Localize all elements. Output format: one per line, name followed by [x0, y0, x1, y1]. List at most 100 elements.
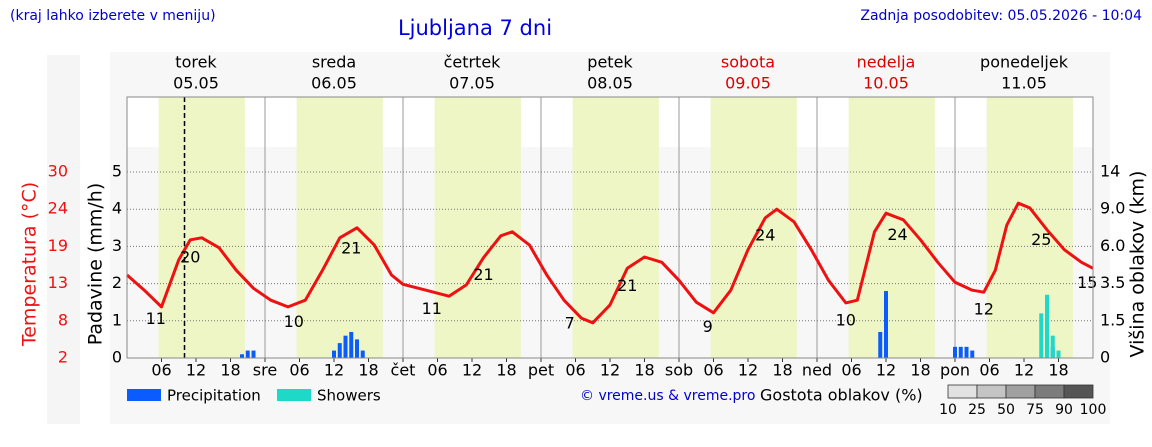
note: (kraj lahko izberete v meniju) — [10, 8, 216, 24]
x-tick-label: sre — [253, 361, 277, 380]
precip-bar — [1056, 350, 1061, 358]
x-tick-label: 12 — [462, 361, 482, 380]
y-tick-label: 4 — [112, 199, 122, 218]
x-tick-label: 12 — [738, 361, 758, 380]
daylight — [296, 97, 383, 358]
x-tick-label: 18 — [358, 361, 378, 380]
temperature-line — [126, 201, 1094, 325]
y2-tick-label: 6.0 — [1100, 236, 1125, 255]
temp-tick-label: 8 — [58, 310, 68, 329]
temp-annotation: 10 — [836, 310, 856, 329]
y2-tick-label: 0 — [1100, 348, 1110, 367]
cloud-scale-box — [976, 384, 1007, 399]
plot-frame — [126, 96, 1094, 359]
x-tick-label: 12 — [876, 361, 896, 380]
temp-annotation: 25 — [1031, 230, 1051, 249]
day-date: 11.05 — [1001, 74, 1047, 93]
day-name: nedelja — [857, 53, 916, 72]
cloud-scale-label: 50 — [997, 402, 1015, 418]
precip-bar — [360, 350, 365, 358]
day-date: 06.05 — [311, 74, 357, 93]
daylight — [158, 97, 245, 358]
y-tick-label: 5 — [112, 162, 122, 181]
precip-bar — [1045, 294, 1049, 358]
day-name: četrtek — [444, 53, 502, 72]
precip-bar — [332, 350, 336, 358]
x-tick-label: 12 — [600, 361, 620, 380]
temp-annotation: 20 — [180, 247, 200, 266]
x-tick-label: pet — [528, 361, 554, 380]
cloud-scale-box — [1034, 384, 1065, 399]
y-tick-label: 2 — [112, 273, 122, 292]
cloud-scale-label: 90 — [1055, 402, 1073, 418]
precip-bar — [964, 346, 969, 358]
x-tick-label: 06 — [703, 361, 723, 380]
precip-bar — [251, 350, 256, 358]
day-name: sreda — [312, 53, 356, 72]
credit: © vreme.us & vreme.pro — [580, 388, 755, 404]
temp-tick-label: 30 — [48, 162, 68, 181]
temp-annotation: 12 — [974, 300, 994, 319]
x-tick-label: pon — [940, 361, 970, 380]
precip-bar — [337, 343, 342, 358]
day-date: 05.05 — [173, 74, 219, 93]
precip-bar — [343, 335, 348, 358]
legend-label: Showers — [317, 387, 381, 405]
temp-label: Temperatura (°C) — [19, 182, 41, 347]
precip-bar — [970, 350, 975, 358]
left-strip — [47, 55, 80, 424]
day-date: 10.05 — [863, 74, 909, 93]
temp-annotation: 9 — [703, 317, 713, 336]
day-name: petek — [587, 53, 633, 72]
cloud-scale-label: 100 — [1080, 402, 1107, 418]
daylight — [710, 97, 797, 358]
temp-tick-label: 2 — [58, 348, 68, 367]
precip-bar — [1039, 313, 1044, 358]
temp-annotation: 7 — [565, 314, 575, 333]
y2-tick-label: 3.5 — [1100, 273, 1125, 292]
temp-annotation: 21 — [617, 276, 637, 295]
x-tick-label: 06 — [151, 361, 171, 380]
y-label: Padavine (mm/h) — [85, 183, 107, 346]
temp-annotation: 24 — [755, 225, 775, 244]
x-tick-label: 18 — [496, 361, 516, 380]
x-tick-label: 06 — [565, 361, 585, 380]
legend-label: Precipitation — [167, 387, 261, 405]
precip-bar — [878, 331, 883, 358]
x-tick-label: 18 — [220, 361, 240, 380]
y2-tick-label: 14 — [1100, 162, 1120, 181]
updated: Zadnja posodobitev: 05.05.2026 - 10:04 — [860, 8, 1142, 24]
day-name: ponedeljek — [980, 53, 1069, 72]
legend-swatch — [277, 389, 311, 401]
x-tick-label: 12 — [186, 361, 206, 380]
x-tick-label: ned — [802, 361, 832, 380]
x-tick-label: 06 — [289, 361, 309, 380]
precip-bar — [884, 291, 888, 358]
daylight — [848, 97, 935, 358]
daylight — [434, 97, 521, 358]
y2-tick-label: 1.5 — [1100, 310, 1125, 329]
y-tick-label: 1 — [112, 310, 122, 329]
precip-bar — [958, 346, 963, 358]
precip-bar — [240, 354, 244, 358]
x-tick-label: 12 — [1014, 361, 1034, 380]
temp-annotation: 21 — [341, 239, 361, 258]
precip-bar — [953, 346, 957, 358]
day-date: 08.05 — [587, 74, 633, 93]
y2-tick-label: 9.0 — [1100, 199, 1125, 218]
temp-annotation: 24 — [887, 225, 907, 244]
precip-bar — [349, 331, 354, 358]
temp-annotation: 11 — [422, 299, 442, 318]
x-tick-label: čet — [391, 361, 416, 380]
x-tick-label: sob — [665, 361, 693, 380]
cloud-scale-box — [1063, 384, 1094, 399]
x-tick-label: 06 — [841, 361, 861, 380]
temp-tick-label: 13 — [48, 273, 68, 292]
legend-swatch — [127, 389, 161, 401]
x-tick-label: 18 — [634, 361, 654, 380]
precip-bar — [355, 339, 359, 358]
cloud-scale-box — [947, 384, 978, 399]
temp-annotation: 10 — [284, 312, 304, 331]
temp-tick-label: 24 — [48, 199, 68, 218]
